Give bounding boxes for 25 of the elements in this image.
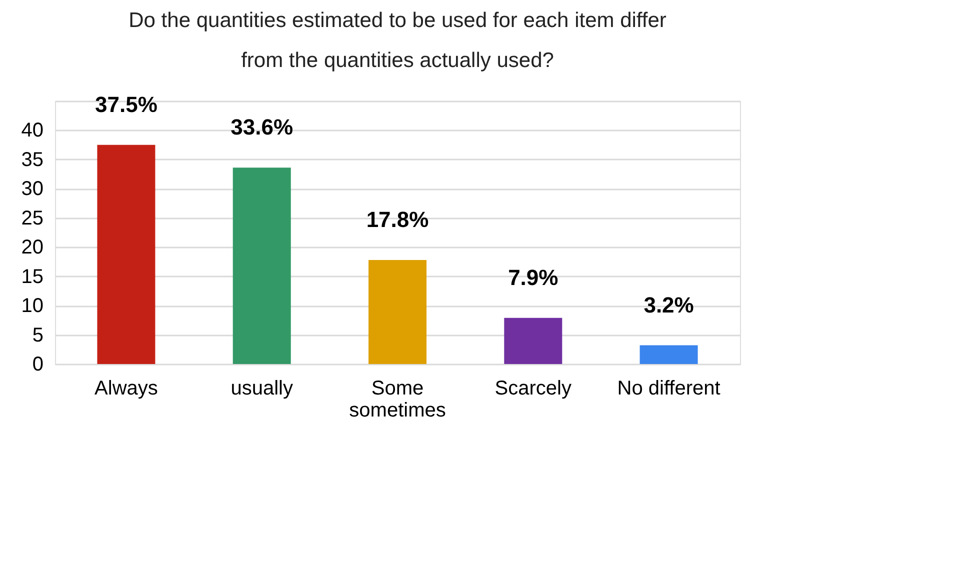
y-tick-label: 25	[21, 207, 44, 230]
data-label: 33.6%	[230, 114, 294, 140]
y-tick-label: 0	[32, 354, 44, 376]
x-tick-label: Scarcely	[494, 378, 572, 400]
bar	[232, 168, 291, 364]
x-tick-label: Some sometimes	[349, 378, 446, 422]
y-tick-label: 15	[21, 266, 44, 288]
data-label: 7.9%	[508, 264, 558, 290]
x-tick-label: usually	[230, 378, 293, 400]
y-tick-label: 30	[21, 178, 44, 200]
y-tick-label: 10	[21, 295, 44, 318]
bar	[97, 144, 156, 364]
data-label: 3.2%	[644, 292, 694, 318]
y-tick-label: 35	[21, 148, 44, 171]
x-tick-label: No different	[617, 378, 721, 400]
data-label: 17.8%	[366, 206, 429, 232]
y-tick-label: 5	[32, 324, 44, 346]
bar	[368, 260, 426, 364]
data-label: 37.5%	[95, 92, 158, 117]
x-tick-label: Always	[94, 378, 158, 400]
y-tick-label: 40	[21, 120, 44, 142]
chart-title: Do the quantities estimated to be used for each item differ from the quantities actually used?	[128, 9, 666, 72]
bar	[640, 345, 698, 364]
y-tick-label: 20	[21, 236, 44, 259]
bar	[504, 318, 562, 364]
